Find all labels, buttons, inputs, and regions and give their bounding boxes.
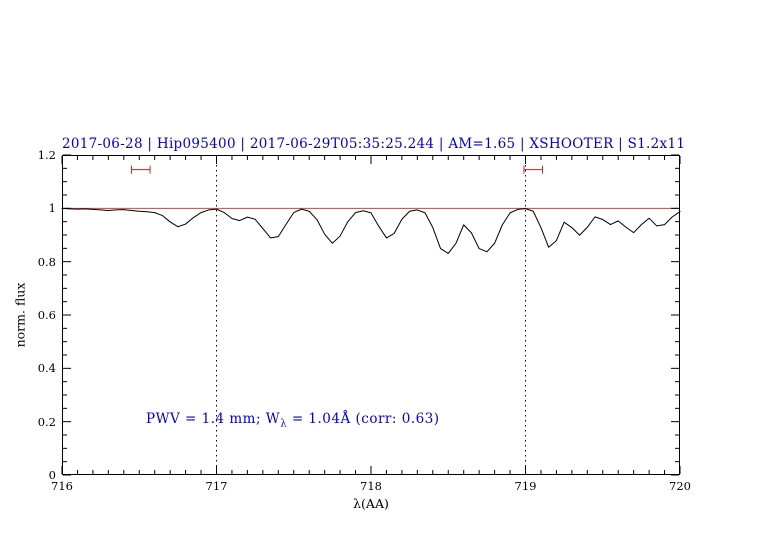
plot-frame (62, 155, 680, 475)
pwv-annotation-subscript-lambda: λ (280, 418, 288, 430)
x-tick-label: 718 (360, 479, 382, 493)
spectrum-line (61, 207, 681, 254)
x-axis-label: λ(AA) (353, 496, 389, 511)
pwv-annotation-text-tail: = 1.04Å (corr: 0.63) (287, 411, 440, 427)
x-tick-label: 719 (514, 479, 537, 493)
pwv-annotation-text: PWV = 1.4 mm; W (146, 411, 281, 427)
y-tick-label: 0.2 (37, 414, 56, 429)
x-tick-label: 717 (205, 479, 228, 493)
y-tick-label: 1 (48, 201, 56, 216)
plot-title: 2017-06-28 | Hip095400 | 2017-06-29T05:3… (62, 136, 686, 152)
y-tick-label: 0.6 (37, 308, 56, 322)
x-tick-label: 720 (669, 479, 691, 493)
y-tick-label: 0 (48, 468, 56, 482)
y-tick-label: 0.8 (37, 254, 56, 269)
y-tick-label: 0.4 (37, 361, 56, 376)
y-tick-label: 1.2 (37, 148, 56, 162)
x-tick-label: 716 (51, 479, 73, 493)
pwv-annotation: PWV = 1.4 mm; Wλ = 1.04Å (corr: 0.63) (146, 411, 440, 430)
